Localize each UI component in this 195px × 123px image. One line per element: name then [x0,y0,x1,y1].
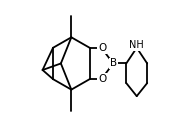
Text: O: O [98,74,106,84]
Text: NH: NH [129,40,144,50]
Text: B: B [110,58,117,69]
Text: O: O [98,43,106,53]
